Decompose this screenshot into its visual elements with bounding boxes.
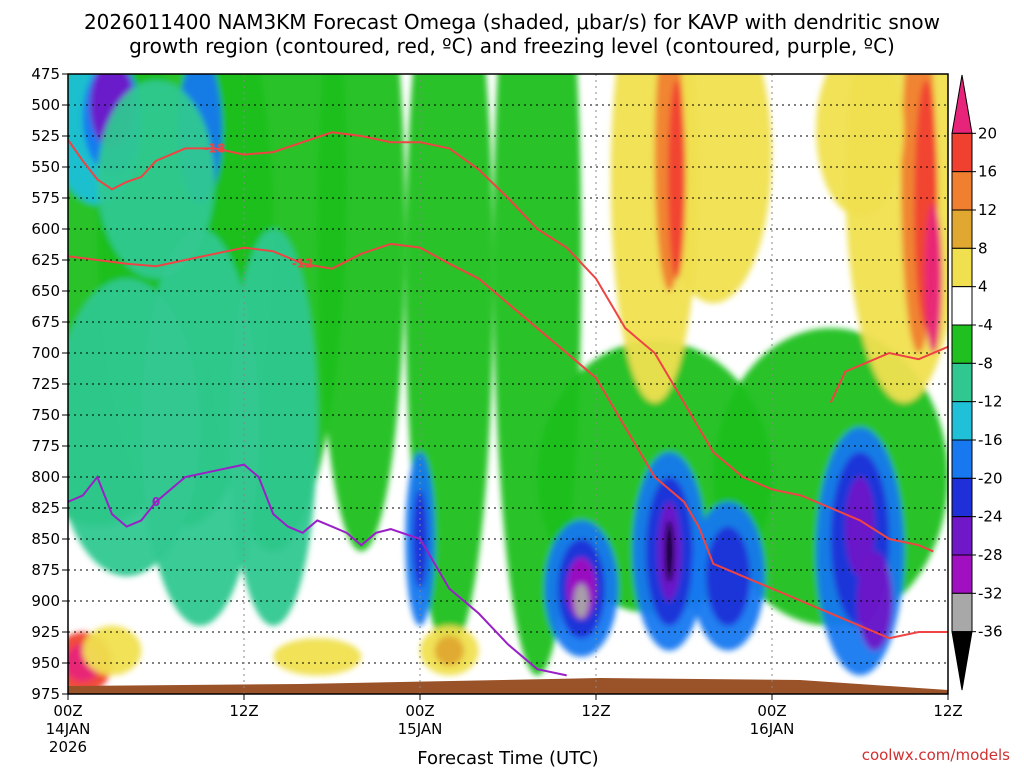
x-axis-label: Forecast Time (UTC) — [417, 748, 598, 768]
y-tick-label: 825 — [31, 499, 60, 517]
colorbar-segment — [951, 286, 973, 326]
y-tick-label: 775 — [31, 437, 60, 455]
y-tick-label: 475 — [31, 65, 60, 83]
y-tick-label: 575 — [31, 189, 60, 207]
colorbar: 20 16 12 8 4 -4 -8 -12 -16 -20 -24 -28 -32 -36 — [951, 74, 1003, 691]
omega-cell — [667, 80, 686, 279]
colorbar-segment — [951, 477, 973, 518]
omega-cell — [97, 80, 215, 279]
colorbar-segment — [951, 439, 973, 479]
colorbar-label: -24 — [978, 508, 1003, 526]
colorbar-segment — [951, 401, 973, 441]
colorbar-top-triangle — [951, 74, 973, 134]
omega-shading — [68, 74, 948, 694]
x-tick-label: 00Z — [757, 702, 786, 720]
y-tick-label: 875 — [31, 561, 60, 579]
freezing-level-contours: 0 — [68, 463, 567, 677]
chart-title-line1: 2026011400 NAM3KM Forecast Omega (shaded… — [84, 10, 940, 34]
colorbar-label: 12 — [978, 201, 997, 219]
y-tick-label: 925 — [31, 623, 60, 641]
x-tick-label: 12Z — [581, 702, 610, 720]
x-tick-year: 2026 — [49, 738, 87, 756]
colorbar-bottom-triangle — [951, 631, 973, 691]
colorbar-label: -16 — [978, 431, 1003, 449]
dgz-contours: -18 -12 — [68, 131, 948, 640]
colorbar-label: -36 — [978, 623, 1003, 641]
chart-title-line2: growth region (contoured, red, ºC) and f… — [129, 34, 895, 58]
dgz-contour-label: -12 — [292, 257, 314, 271]
y-tick-label: 950 — [31, 654, 60, 672]
colorbar-label: -28 — [978, 546, 1003, 564]
colorbar-label: -8 — [978, 354, 993, 372]
omega-cell — [816, 74, 904, 217]
x-tick-label: 00Z — [53, 702, 82, 720]
colorbar-label: 8 — [978, 239, 988, 257]
colorbar-segment — [951, 516, 973, 556]
omega-cell — [141, 229, 259, 626]
x-tick-date: 16JAN — [750, 720, 795, 738]
freezing-contour-label: 0 — [152, 495, 160, 509]
colorbar-label: -4 — [978, 316, 993, 334]
y-tick-label: 500 — [31, 96, 60, 114]
x-tick-date: 14JAN — [46, 720, 91, 738]
y-tick-label: 975 — [31, 685, 60, 703]
colorbar-segment — [951, 209, 973, 249]
freezing-contour — [68, 463, 567, 677]
colorbar-label: -32 — [978, 584, 1003, 602]
y-tick-label: 525 — [31, 127, 60, 145]
y-tick-label: 675 — [31, 313, 60, 331]
x-tick-label: 12Z — [933, 702, 962, 720]
omega-cell — [434, 635, 465, 666]
omega-cell — [845, 476, 875, 577]
dgz-contour-label: -18 — [204, 141, 226, 155]
omega-cell — [574, 583, 589, 619]
y-tick-label: 625 — [31, 251, 60, 269]
x-tick-label: 00Z — [405, 702, 434, 720]
colorbar-segment — [951, 592, 973, 633]
dgz-contour — [68, 242, 948, 640]
y-tick-label: 550 — [31, 158, 60, 176]
colorbar-segment — [951, 362, 973, 403]
terrain-ground — [68, 678, 948, 694]
y-tick-label: 750 — [31, 406, 60, 424]
colorbar-label: 4 — [978, 278, 988, 296]
y-tick-label: 600 — [31, 220, 60, 238]
credit-text[interactable]: coolwx.com/models — [862, 746, 1010, 764]
colorbar-label: -20 — [978, 469, 1003, 487]
dgz-contour — [68, 131, 934, 553]
omega-cell — [273, 638, 362, 676]
x-tick-date: 15JAN — [398, 720, 443, 738]
y-tick-label: 700 — [31, 344, 60, 362]
omega-cell — [857, 551, 893, 651]
y-tick-label: 650 — [31, 282, 60, 300]
y-tick-label: 800 — [31, 468, 60, 486]
y-axis: 475 500 525 550 575 600 625 650 675 700 725 750 775 8… — [31, 65, 68, 703]
omega-cell — [924, 204, 943, 353]
colorbar-segment — [951, 247, 973, 288]
y-tick-label: 725 — [31, 375, 60, 393]
colorbar-label: 16 — [978, 163, 997, 181]
colorbar-segment — [951, 324, 973, 364]
x-tick-label: 12Z — [229, 702, 258, 720]
colorbar-segment — [951, 171, 973, 211]
omega-cell — [82, 625, 142, 676]
omega-cell — [664, 520, 674, 583]
omega-cell — [229, 229, 318, 626]
dgz-contour — [829, 345, 948, 404]
colorbar-segment — [951, 554, 973, 594]
omega-cell — [317, 74, 406, 552]
colorbar-label: 20 — [978, 124, 997, 142]
colorbar-segment — [951, 132, 973, 173]
plot-area: -18 -12 0 — [68, 74, 948, 694]
y-tick-label: 900 — [31, 592, 60, 610]
colorbar-label: -12 — [978, 393, 1003, 411]
y-tick-label: 850 — [31, 530, 60, 548]
